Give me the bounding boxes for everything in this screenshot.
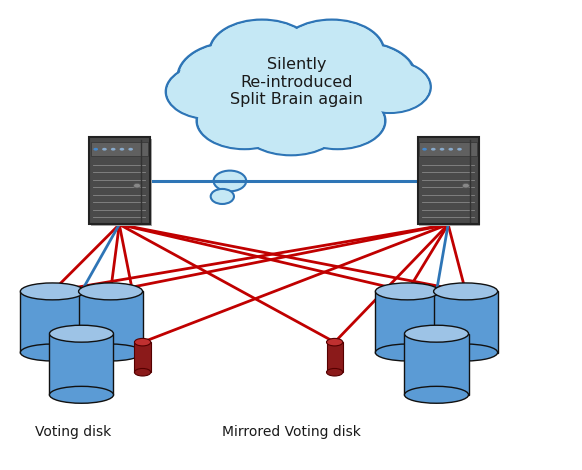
Ellipse shape — [49, 325, 113, 342]
Polygon shape — [375, 291, 439, 352]
Text: Mirrored Voting disk: Mirrored Voting disk — [222, 425, 360, 439]
Ellipse shape — [327, 368, 343, 376]
Ellipse shape — [214, 171, 246, 191]
Ellipse shape — [457, 148, 462, 151]
Ellipse shape — [93, 148, 98, 151]
Ellipse shape — [178, 42, 288, 113]
Ellipse shape — [423, 148, 427, 151]
Polygon shape — [404, 334, 469, 395]
Ellipse shape — [350, 62, 430, 112]
Ellipse shape — [375, 283, 439, 300]
Ellipse shape — [449, 148, 453, 151]
FancyBboxPatch shape — [91, 139, 151, 226]
Ellipse shape — [189, 35, 393, 139]
Ellipse shape — [349, 61, 431, 113]
Ellipse shape — [290, 93, 385, 149]
Ellipse shape — [291, 94, 384, 148]
Ellipse shape — [211, 189, 234, 204]
Polygon shape — [79, 291, 143, 352]
Ellipse shape — [79, 344, 143, 361]
Polygon shape — [327, 342, 343, 372]
FancyBboxPatch shape — [88, 137, 150, 225]
Ellipse shape — [197, 93, 292, 149]
Ellipse shape — [434, 283, 498, 300]
Ellipse shape — [120, 148, 125, 151]
FancyBboxPatch shape — [418, 137, 478, 225]
Ellipse shape — [404, 386, 469, 403]
Polygon shape — [20, 291, 84, 352]
Ellipse shape — [242, 99, 340, 155]
Ellipse shape — [79, 283, 143, 300]
Ellipse shape — [307, 43, 414, 112]
Ellipse shape — [211, 21, 313, 83]
Ellipse shape — [306, 42, 416, 113]
Ellipse shape — [192, 37, 390, 137]
Text: Voting disk: Voting disk — [34, 425, 111, 439]
Ellipse shape — [210, 20, 314, 84]
Ellipse shape — [462, 183, 470, 188]
FancyBboxPatch shape — [91, 142, 148, 156]
Ellipse shape — [134, 338, 151, 346]
Ellipse shape — [111, 148, 115, 151]
Ellipse shape — [166, 64, 253, 119]
Ellipse shape — [49, 386, 113, 403]
Ellipse shape — [440, 148, 445, 151]
Ellipse shape — [375, 344, 439, 361]
Ellipse shape — [327, 338, 343, 346]
Polygon shape — [49, 334, 113, 395]
Ellipse shape — [20, 283, 84, 300]
Ellipse shape — [431, 148, 435, 151]
FancyBboxPatch shape — [419, 139, 481, 226]
Ellipse shape — [128, 148, 133, 151]
Ellipse shape — [281, 21, 382, 83]
Ellipse shape — [434, 344, 498, 361]
Ellipse shape — [134, 368, 151, 376]
Ellipse shape — [279, 20, 384, 84]
Ellipse shape — [179, 43, 286, 112]
Ellipse shape — [102, 148, 107, 151]
Polygon shape — [134, 342, 151, 372]
Ellipse shape — [243, 100, 339, 154]
FancyBboxPatch shape — [419, 142, 477, 156]
Text: Silently
Re-introduced
Split Brain again: Silently Re-introduced Split Brain again — [230, 57, 363, 107]
Polygon shape — [434, 291, 498, 352]
Ellipse shape — [20, 344, 84, 361]
Ellipse shape — [167, 65, 252, 118]
Ellipse shape — [198, 94, 291, 148]
Ellipse shape — [404, 325, 469, 342]
Ellipse shape — [134, 183, 141, 188]
